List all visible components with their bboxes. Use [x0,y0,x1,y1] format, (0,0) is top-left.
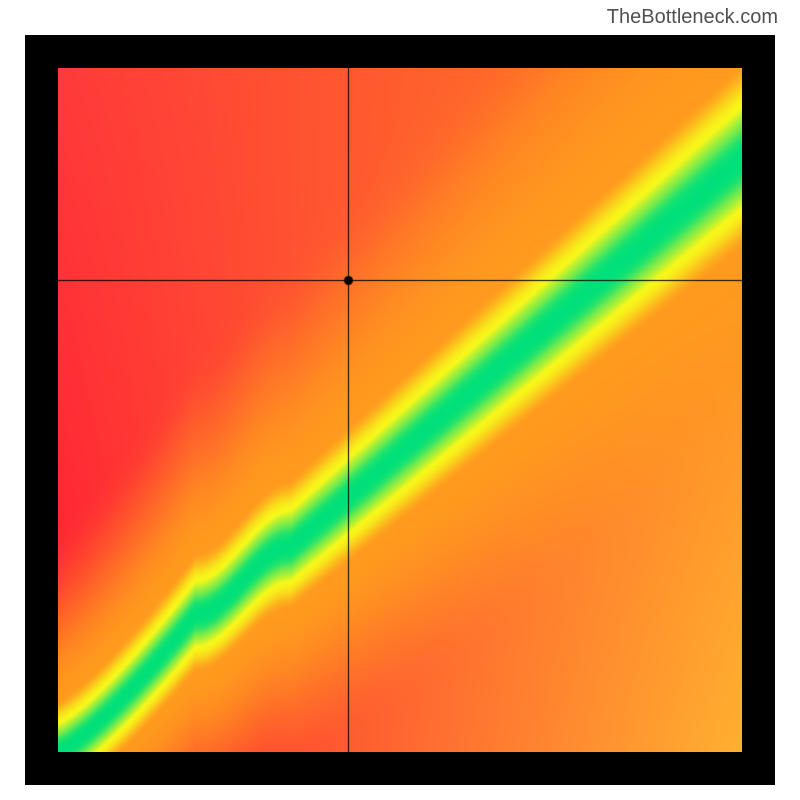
watermark-text: TheBottleneck.com [607,6,778,29]
heatmap-plot [58,68,742,752]
outer-black-frame [25,35,775,785]
heatmap-canvas [58,68,742,752]
